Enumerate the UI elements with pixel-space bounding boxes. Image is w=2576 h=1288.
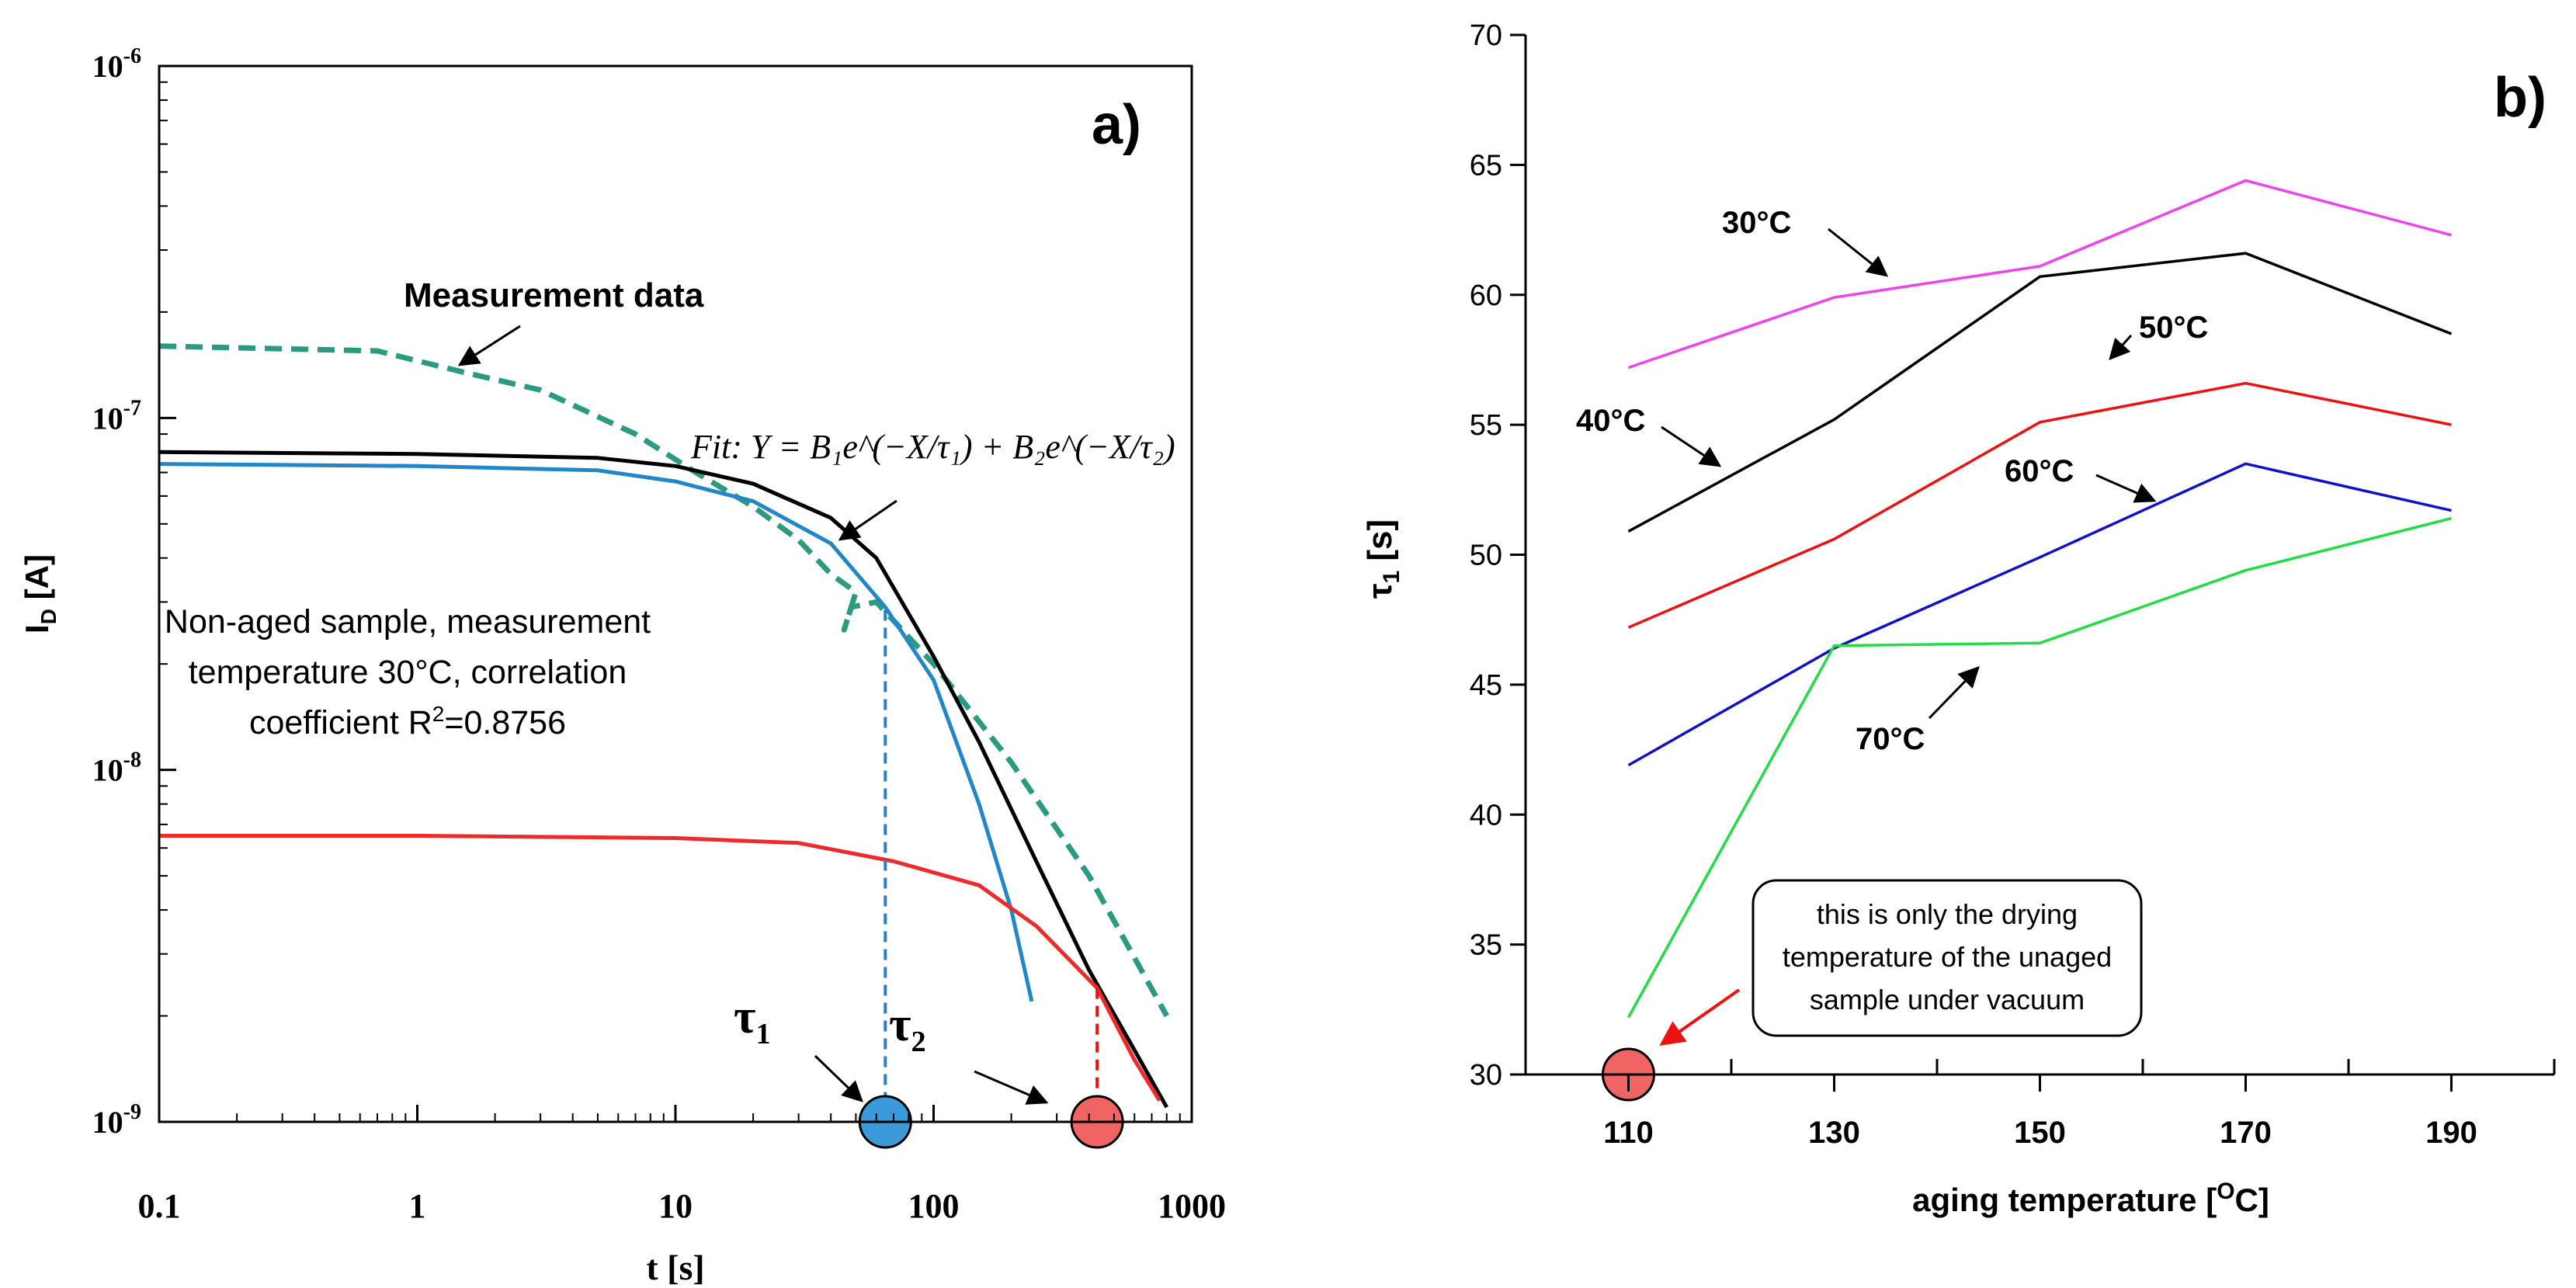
series-line-2 bbox=[158, 462, 1034, 1002]
arrow-60c bbox=[2095, 474, 2157, 503]
label-40c: 40°C bbox=[1576, 404, 1645, 438]
measurement-arrow bbox=[457, 325, 521, 366]
callout-box bbox=[1751, 879, 2143, 1037]
label-60c: 60°C bbox=[2005, 454, 2074, 488]
a-x-tick-label: 0.1 bbox=[138, 1187, 181, 1225]
callout-arrow bbox=[1659, 988, 1741, 1046]
series-line-70C bbox=[1626, 516, 2452, 1019]
label-30c: 30°C bbox=[1722, 206, 1791, 240]
series-line-30C bbox=[1627, 179, 2452, 370]
callout-line-3: sample under vacuum bbox=[1810, 984, 2085, 1015]
tau2-label: τ2 bbox=[889, 998, 926, 1058]
a-x-tick-label: 1000 bbox=[1158, 1187, 1226, 1225]
panel-b-ticks: 30 35 40 45 50 55 60 65 70 110 130 150 170 190 bbox=[1470, 19, 2556, 1150]
a-y-tick-label: 10-6 bbox=[92, 44, 141, 84]
arrow-40c bbox=[1661, 425, 1722, 467]
b-y-tick-label: 65 bbox=[1470, 149, 1502, 182]
series-line-40C bbox=[1627, 252, 2453, 533]
fit-arrow bbox=[838, 499, 897, 541]
label-50c: 50°C bbox=[2139, 311, 2208, 345]
a-x-tick-label: 100 bbox=[908, 1187, 960, 1225]
b-y-tick-label: 70 bbox=[1470, 19, 1502, 52]
measurement-data-label: Measurement data bbox=[404, 276, 704, 314]
label-70c: 70°C bbox=[1856, 722, 1925, 756]
arrow-30c bbox=[1828, 227, 1889, 277]
b-y-tick-label: 60 bbox=[1470, 279, 1502, 312]
note-line-1: Non-aged sample, measurement bbox=[165, 603, 651, 641]
b-y-tick-label: 30 bbox=[1470, 1059, 1502, 1092]
b-y-tick-label: 35 bbox=[1470, 929, 1502, 962]
panel-a-x-ticks: 0.1 1 10 100 1000 bbox=[138, 1105, 1226, 1225]
b-x-tick-label: 170 bbox=[2220, 1116, 2272, 1150]
b-y-tick-label: 50 bbox=[1470, 540, 1502, 572]
panel-a-x-axis-label: t [s] bbox=[646, 1248, 704, 1287]
panel-a-label: a) bbox=[1092, 94, 1141, 156]
tau1-arrow bbox=[814, 1054, 863, 1102]
b-x-tick-label: 150 bbox=[2014, 1116, 2066, 1150]
series-line-3 bbox=[159, 834, 1161, 1102]
note-line-3: coefficient R2=0.8756 bbox=[249, 702, 566, 741]
panel-a-tau-markers bbox=[858, 609, 1124, 1149]
b-y-tick-label: 55 bbox=[1470, 409, 1502, 442]
fit-equation: Fit: Y = B₁e^(−X/τ₁) + B₂e^(−X/τ₂) bbox=[690, 428, 1175, 466]
tau2-arrow bbox=[974, 1070, 1049, 1105]
panel-a-frame bbox=[158, 64, 1193, 1123]
panel-b-y-axis-label: τ1 [s] bbox=[1361, 519, 1404, 599]
callout-line-2: temperature of the unaged bbox=[1783, 941, 2112, 973]
series-line-1 bbox=[158, 450, 1168, 1109]
note-line-2: temperature 30°C, correlation bbox=[189, 654, 627, 691]
callout-line-1: this is only the drying bbox=[1817, 898, 2078, 930]
b-y-tick-label: 40 bbox=[1470, 799, 1502, 831]
panel-b-series bbox=[1602, 179, 2453, 1102]
arrow-70c bbox=[1928, 666, 1980, 720]
b-x-tick-label: 130 bbox=[1808, 1116, 1860, 1150]
a-y-tick-label: 10-8 bbox=[92, 748, 141, 788]
series-line-0 bbox=[158, 343, 1169, 1018]
series-line-50C bbox=[1627, 381, 2452, 629]
arrow-50c bbox=[2109, 334, 2133, 361]
panel-a-chart: 0.1 1 10 100 1000 10-910-810-710-6 a) t [s] … bbox=[19, 44, 1226, 1287]
a-x-tick-label: 1 bbox=[409, 1187, 426, 1225]
b-x-tick-label: 110 bbox=[1603, 1116, 1654, 1150]
panel-b-x-axis-label: aging temperature [OC] bbox=[1912, 1179, 2269, 1218]
panel-b-chart: 30 35 40 45 50 55 60 65 70 110 130 150 170 190 b) agi… bbox=[1361, 19, 2556, 1218]
b-y-tick-label: 45 bbox=[1470, 669, 1502, 702]
panel-a-y-ticks: 10-9 10-8 10-7 10-6 bbox=[92, 44, 176, 1140]
series-line-60C bbox=[1627, 462, 2452, 767]
a-y-tick-label: 10-9 bbox=[92, 1100, 141, 1140]
panel-a-series bbox=[158, 343, 1169, 1109]
tau1-label: τ1 bbox=[734, 991, 771, 1050]
a-x-tick-label: 10 bbox=[658, 1187, 693, 1225]
panel-a-y-axis-label: ID [A] bbox=[19, 554, 61, 634]
a-y-tick-label: 10-7 bbox=[92, 396, 141, 436]
panel-b-label: b) bbox=[2494, 67, 2546, 129]
b-x-tick-label: 190 bbox=[2425, 1116, 2477, 1150]
